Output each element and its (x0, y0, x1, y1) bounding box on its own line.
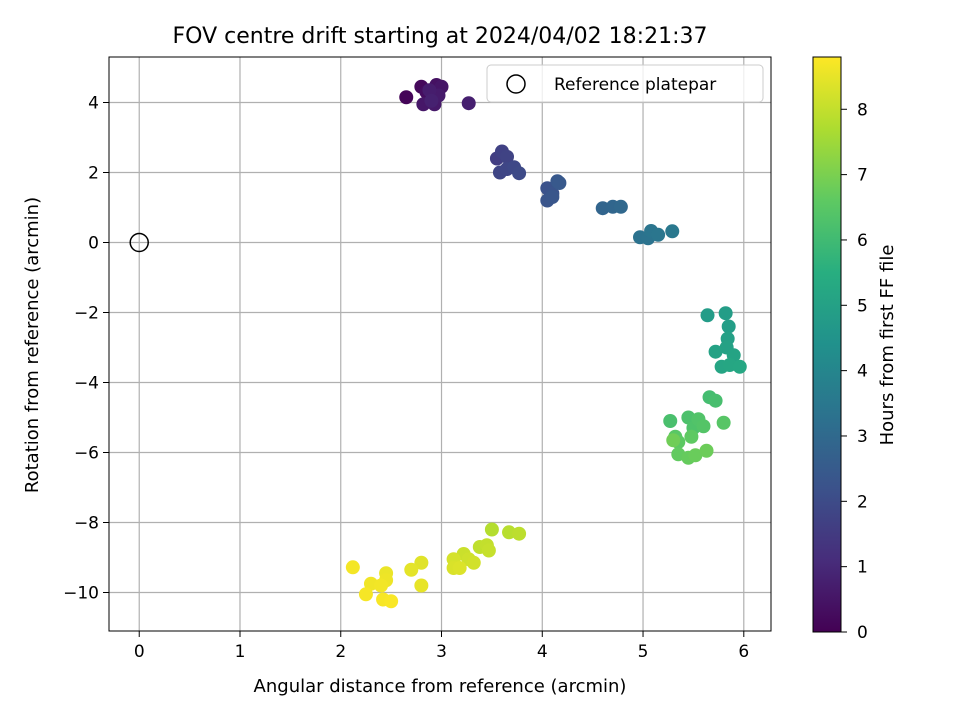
reference-marker (129, 232, 149, 253)
legend-reference-marker (506, 74, 526, 94)
data-point (422, 83, 437, 98)
y-tick-label: −6 (74, 444, 99, 464)
data-point (552, 176, 567, 190)
legend: Reference platepar (486, 64, 764, 103)
data-point (414, 578, 429, 593)
x-axis-label: Angular distance from reference (arcmin) (254, 676, 627, 697)
data-point (500, 149, 515, 164)
data-point (374, 578, 389, 593)
y-axis-label: Rotation from reference (arcmin) (22, 197, 43, 493)
x-tick-label: 2 (335, 642, 346, 662)
data-point (384, 594, 399, 609)
y-tick-label: −2 (74, 304, 99, 324)
legend-box (486, 64, 764, 103)
colorbar-tick-label: 4 (857, 362, 868, 382)
data-point (665, 224, 680, 239)
x-tick-label: 3 (436, 642, 447, 662)
data-point (481, 543, 496, 558)
x-tick-label: 4 (537, 642, 548, 662)
x-tick-label: 6 (738, 642, 749, 662)
data-point (651, 227, 666, 242)
x-tick-label: 1 (235, 642, 246, 662)
data-point (404, 562, 419, 577)
data-point (466, 555, 481, 570)
data-point (708, 344, 723, 359)
y-tick-label: 2 (88, 164, 99, 184)
colorbar-tick-label: 2 (857, 492, 868, 512)
data-point (414, 555, 429, 570)
legend-entry: Reference platepar (554, 75, 716, 95)
y-axis: 4 2 0 −2 −4 −6 −8 −10 (63, 94, 109, 604)
x-tick-label: 5 (638, 642, 649, 662)
data-point (732, 359, 747, 374)
grid (109, 57, 771, 631)
y-tick-label: −10 (63, 584, 99, 604)
colorbar-ticks: 0 1 2 3 4 5 6 7 8 (841, 100, 868, 643)
colorbar-tick-label: 7 (857, 166, 868, 186)
data-point (512, 166, 527, 181)
data-point (721, 319, 736, 334)
data-point (708, 393, 723, 408)
data-point (512, 526, 527, 541)
y-tick-label: 0 (88, 234, 99, 254)
data-point (700, 308, 715, 323)
scatter-points (345, 78, 747, 609)
colorbar-tick-label: 5 (857, 296, 868, 316)
data-point (684, 429, 699, 444)
colorbar: 0 1 2 3 4 5 6 7 8 Hours from first FF file (812, 56, 898, 643)
colorbar-gradient (813, 57, 841, 632)
colorbar-tick-label: 1 (857, 558, 868, 578)
colorbar-tick-label: 0 (857, 623, 868, 643)
data-point (461, 96, 476, 111)
colorbar-frame (812, 56, 842, 633)
data-point (399, 90, 414, 105)
colorbar-tick-label: 8 (857, 100, 868, 120)
colorbar-label: Hours from first FF file (877, 245, 898, 446)
y-tick-label: −8 (74, 514, 99, 534)
plot-frame (108, 56, 772, 632)
data-point (345, 560, 360, 575)
data-point (716, 415, 731, 430)
colorbar-tick-label: 3 (857, 427, 868, 447)
data-point (424, 93, 439, 108)
data-point (545, 190, 560, 204)
data-point (699, 443, 714, 458)
chart-title: FOV centre drift starting at 2024/04/02 … (173, 24, 708, 49)
x-axis: 0 1 2 3 4 5 6 (134, 631, 749, 662)
data-point (358, 587, 373, 602)
data-point (484, 522, 499, 537)
y-tick-label: 4 (88, 94, 99, 114)
data-point (688, 448, 703, 463)
data-point (613, 199, 628, 214)
data-point (452, 561, 467, 575)
data-point (718, 306, 733, 321)
colorbar-tick-label: 6 (857, 231, 868, 251)
y-tick-label: −4 (74, 374, 99, 394)
data-point (663, 414, 678, 428)
x-tick-label: 0 (134, 642, 145, 662)
data-point (666, 433, 681, 448)
data-point (696, 419, 711, 434)
